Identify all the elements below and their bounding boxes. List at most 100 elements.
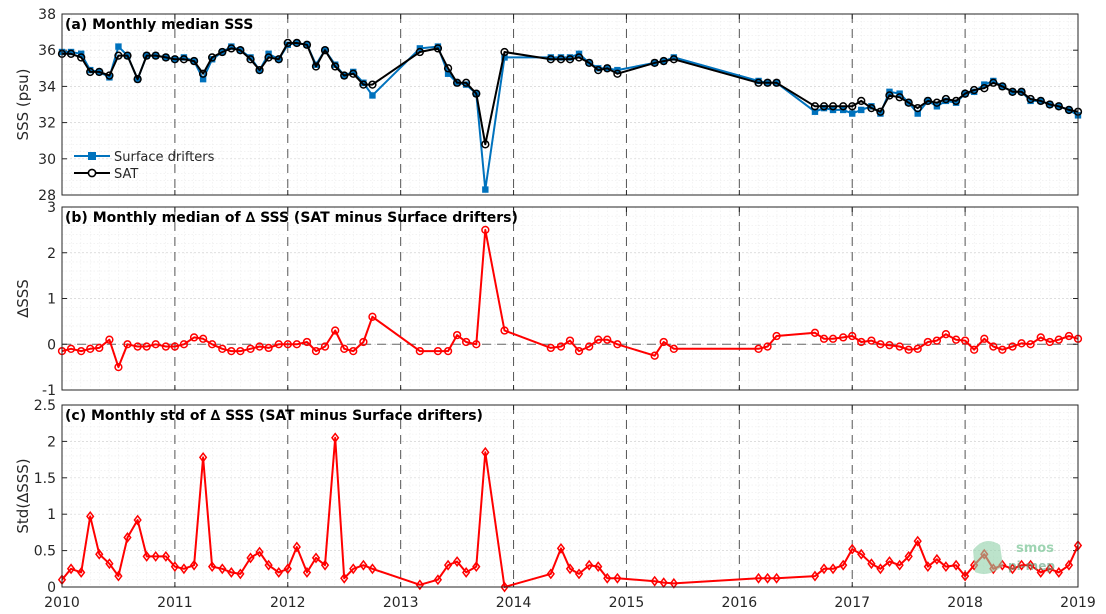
data-point: [857, 337, 866, 347]
data-point: [613, 69, 622, 78]
data-point: [989, 342, 998, 351]
data-point: [1008, 342, 1017, 351]
data-point: [133, 75, 142, 84]
data-point: [246, 344, 255, 353]
data-point: [123, 340, 132, 349]
data-point: [311, 552, 321, 564]
series-line-sat: [62, 42, 1079, 146]
data-point: [349, 563, 358, 575]
data-point-drifters: [360, 79, 367, 86]
logo-line2: pi-mep: [1008, 559, 1055, 573]
data-point: [810, 328, 820, 337]
logo-line1: smos: [1016, 541, 1054, 556]
data-point: [895, 342, 904, 351]
data-point: [452, 556, 462, 567]
data-point: [819, 102, 829, 111]
data-point: [960, 336, 970, 345]
data-point: [227, 346, 236, 356]
data-point: [255, 546, 264, 558]
data-point: [603, 64, 612, 73]
data-point: [349, 69, 358, 78]
y-axis-label: ∆SSS: [14, 279, 32, 319]
data-point: [1017, 339, 1026, 348]
data-point: [114, 51, 123, 60]
panel-title: (b) Monthly median of ∆ SSS (SAT minus S…: [65, 210, 518, 226]
data-point-drifters: [557, 54, 565, 61]
data-point: [1054, 335, 1063, 344]
data-point: [941, 330, 951, 339]
data-point: [443, 64, 453, 73]
x-tick-label: 2012: [270, 595, 306, 611]
x-tick-label: 2018: [947, 595, 983, 611]
data-point-drifters: [180, 54, 188, 61]
data-point: [669, 344, 679, 353]
data-point: [913, 344, 922, 353]
data-point-drifters: [106, 74, 113, 81]
data-point: [481, 140, 490, 149]
data-point: [848, 102, 857, 111]
data-point: [556, 542, 566, 554]
data-point: [754, 344, 763, 353]
data-point: [951, 335, 961, 344]
data-point: [95, 67, 104, 77]
data-point: [980, 334, 989, 343]
data-point: [331, 62, 340, 71]
data-point: [105, 335, 114, 344]
data-point-drifters: [877, 110, 884, 117]
data-point: [415, 346, 425, 356]
data-point: [227, 567, 236, 578]
data-point-drifters: [462, 81, 470, 88]
data-point: [77, 567, 86, 578]
data-point: [500, 326, 509, 335]
data-point: [819, 563, 829, 575]
y-tick-label: 0: [47, 337, 56, 353]
data-point-drifters: [595, 65, 602, 72]
data-point: [142, 342, 151, 351]
data-point: [198, 451, 208, 463]
data-point: [923, 96, 933, 106]
data-point: [452, 78, 462, 87]
data-point: [95, 548, 104, 560]
data-point: [500, 47, 509, 57]
data-point-drifters: [670, 54, 678, 61]
series-line-delta-b: [61, 228, 1079, 369]
data-point: [246, 552, 255, 564]
data-point-drifters: [199, 75, 207, 83]
data-point: [331, 326, 340, 335]
data-point: [218, 344, 227, 353]
data-point: [546, 343, 555, 353]
data-point: [142, 550, 151, 562]
data-point: [170, 561, 180, 573]
data-point: [105, 558, 114, 570]
data-point: [895, 93, 904, 102]
data-point: [472, 561, 481, 573]
data-point: [574, 568, 584, 580]
x-tick-label: 2013: [383, 595, 419, 611]
data-point-drifters: [970, 88, 978, 96]
data-point: [1064, 559, 1074, 571]
data-point: [1008, 563, 1017, 575]
data-point: [292, 340, 301, 349]
data-point: [772, 572, 781, 584]
data-point-drifters: [1027, 97, 1034, 105]
data-point-drifters: [858, 106, 865, 114]
data-point: [123, 51, 132, 60]
data-point: [255, 65, 264, 75]
panel-title: (a) Monthly median SSS: [65, 17, 253, 33]
x-tick-label: 2019: [1060, 595, 1096, 611]
data-point: [274, 55, 283, 64]
y-tick-label: -1: [42, 383, 56, 399]
legend-drifters-label: Surface drifters: [114, 150, 215, 165]
data-point: [1017, 559, 1026, 571]
data-point: [218, 563, 227, 575]
data-point: [585, 58, 594, 68]
data-point-drifters: [444, 70, 452, 77]
data-point: [923, 337, 933, 347]
data-point: [331, 432, 340, 444]
legend-sat-marker: [87, 168, 97, 178]
data-point: [255, 342, 264, 351]
data-point: [368, 563, 377, 575]
data-point: [151, 340, 160, 349]
data-point: [659, 337, 668, 347]
